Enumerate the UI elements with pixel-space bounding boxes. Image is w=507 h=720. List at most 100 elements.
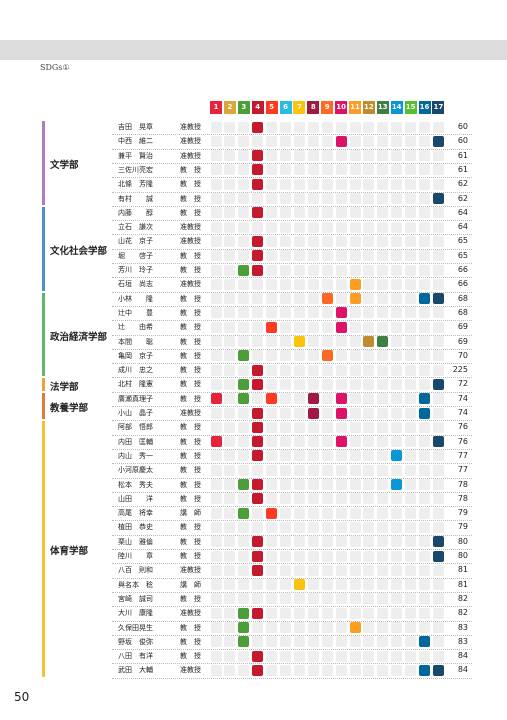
row-divider [112, 549, 472, 550]
row-divider [112, 506, 472, 508]
sdg-icon [377, 336, 389, 347]
member-title: 准教授 [180, 151, 201, 160]
sdg-empty [280, 393, 291, 405]
row-divider [112, 563, 472, 565]
sdg-empty [210, 464, 222, 476]
sdg-empty [432, 264, 444, 276]
sdg-empty [252, 521, 264, 533]
sdg-empty [210, 307, 222, 319]
sdg-empty [266, 336, 278, 347]
sdg-empty [363, 364, 375, 376]
sdg-empty [210, 336, 222, 347]
sdg-empty [280, 564, 291, 576]
sdg-empty [377, 193, 389, 204]
sdg-empty [349, 307, 361, 319]
sdg-empty [224, 450, 236, 462]
member-page: 69 [457, 336, 468, 346]
sdg-empty [419, 250, 430, 262]
sdg-empty [349, 250, 361, 262]
sdg-empty [280, 464, 291, 476]
sdg-empty [377, 221, 389, 233]
sdg-empty [293, 593, 305, 605]
sdg-empty [238, 321, 250, 333]
sdg-empty [238, 593, 250, 605]
sdg-empty [349, 464, 361, 476]
sdg-empty [419, 336, 430, 347]
sdg-empty [224, 350, 236, 362]
sdg-empty [307, 278, 319, 290]
sdg-empty [293, 564, 305, 576]
sdg-empty [377, 293, 389, 305]
sdg-empty [391, 264, 403, 276]
sdg-empty [335, 593, 347, 605]
row-divider [112, 148, 472, 150]
sdg-empty [377, 436, 389, 448]
sdg-empty [419, 121, 430, 133]
member-title: 教 授 [180, 208, 201, 217]
sdg-empty [391, 550, 403, 562]
sdg-icon [432, 536, 444, 548]
sdg-empty [266, 407, 278, 419]
sdg-empty [391, 393, 403, 405]
sdg-empty [349, 421, 361, 433]
sdg-empty [349, 536, 361, 548]
sdg-empty [293, 536, 305, 548]
sdg-empty [377, 521, 389, 533]
member-page: 66 [457, 279, 468, 289]
sdg-empty [307, 450, 319, 462]
sdg-icon [252, 150, 264, 162]
sdg-empty [307, 350, 319, 362]
sdg-empty [432, 221, 444, 233]
sdg-empty [419, 622, 430, 633]
sdg-empty [293, 135, 305, 147]
sdg-empty [349, 393, 361, 405]
sdg-empty [266, 421, 278, 433]
member-title: 教 授 [180, 594, 201, 603]
sdg-empty [224, 507, 236, 519]
sdg-empty [280, 193, 291, 204]
sdg-empty [391, 564, 403, 576]
dept-name: 文化社会学部 [50, 245, 108, 257]
sdg-empty [210, 321, 222, 333]
member-page: 65 [457, 250, 468, 260]
member-name: 久保田晃生 [118, 623, 153, 632]
sdg-empty [349, 636, 361, 648]
sdg-empty [238, 193, 250, 204]
sdg-empty [224, 250, 236, 262]
sdg-empty [419, 350, 430, 362]
sdg-empty [280, 521, 291, 533]
member-name: 小山 晶子 [118, 409, 153, 417]
sdg-empty [266, 450, 278, 462]
sdg-empty [280, 178, 291, 190]
sdg-empty [377, 421, 389, 433]
sdg-icon [307, 393, 319, 405]
member-title: 教 授 [180, 180, 201, 189]
sdg-empty [280, 622, 291, 633]
sdg-empty [293, 250, 305, 262]
sdg-empty [405, 193, 417, 204]
sdg-empty [266, 307, 278, 319]
sdg-empty [335, 336, 347, 347]
member-title: 教 授 [180, 251, 201, 260]
sdg-empty [280, 164, 291, 176]
sdg-empty [252, 221, 264, 233]
sdg-empty [377, 307, 389, 319]
sdg-empty [307, 479, 319, 490]
sdg-empty [266, 664, 278, 676]
sdg-empty [419, 564, 430, 576]
sdg-empty [266, 221, 278, 233]
member-title: 教 授 [180, 165, 201, 174]
dept-name: 法学部 [50, 381, 79, 393]
sdg-empty [377, 650, 389, 662]
goal-header: 5 [265, 101, 278, 114]
sdg-empty [293, 421, 305, 433]
sdg-empty [405, 593, 417, 605]
member-name: 吉田 晃章 [118, 123, 153, 131]
sdg-empty [391, 221, 403, 233]
sdg-empty [321, 622, 333, 633]
sdg-empty [266, 193, 278, 204]
sdg-empty [321, 479, 333, 490]
sdg-empty [224, 650, 236, 662]
sdg-empty [377, 350, 389, 362]
sdg-empty [238, 407, 250, 419]
